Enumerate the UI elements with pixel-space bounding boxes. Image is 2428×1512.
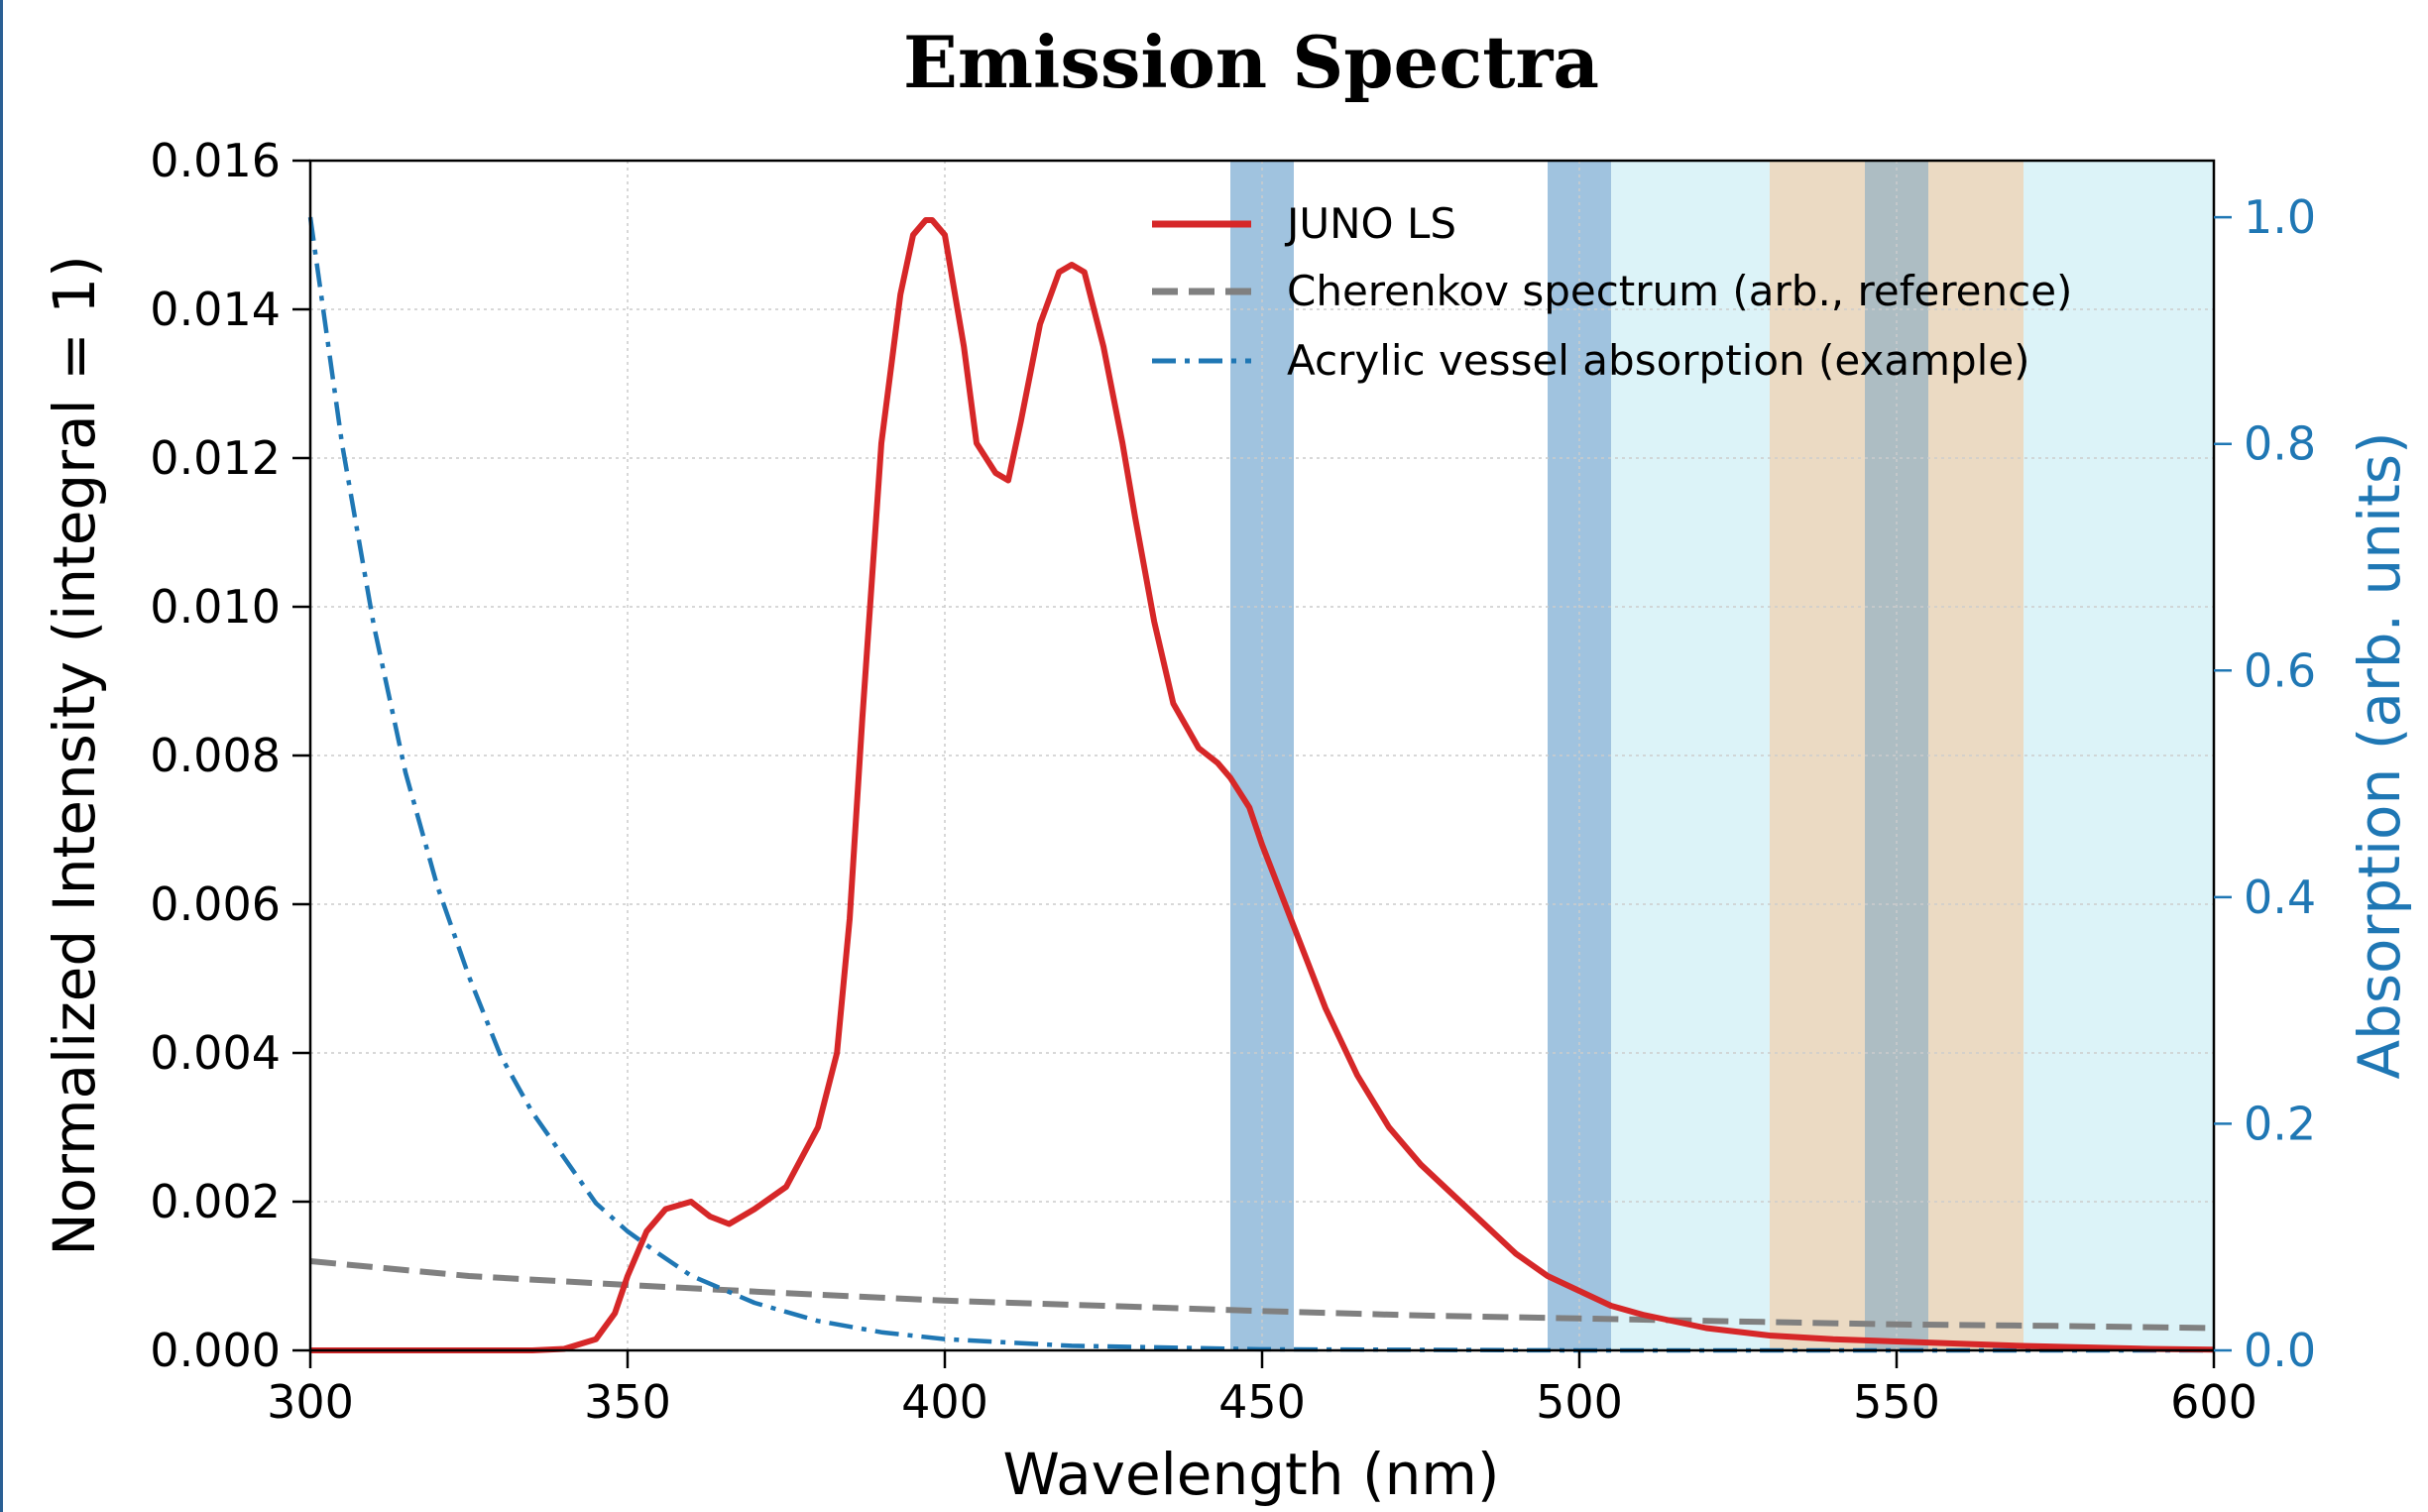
y-tick-label: 0.002	[150, 1175, 281, 1228]
shaded-band-1	[1548, 161, 1611, 1350]
y-right-tick-label: 0.0	[2244, 1324, 2316, 1377]
x-tick-label: 600	[2170, 1375, 2257, 1429]
y-right-tick-label: 0.6	[2244, 643, 2316, 697]
y-tick-label: 0.010	[150, 580, 281, 634]
x-tick-label: 500	[1536, 1375, 1623, 1429]
legend-label-cherenkov: Cherenkov spectrum (arb., reference)	[1287, 267, 2072, 315]
y-tick-label: 0.004	[150, 1026, 281, 1080]
y-tick-label: 0.014	[150, 283, 281, 336]
y-right-tick-label: 0.2	[2244, 1097, 2316, 1150]
y-right-axis-label: Absorption (arb. units)	[2346, 431, 2413, 1079]
x-axis-label: Wavelength (nm)	[1002, 1441, 1499, 1508]
x-tick-label: 400	[901, 1375, 988, 1429]
legend-label-acrylic: Acrylic vessel absorption (example)	[1287, 336, 2030, 385]
y-axis-label: Normalized Intensity (integral = 1)	[41, 255, 108, 1255]
y-tick-label: 0.012	[150, 431, 281, 485]
x-tick-label: 450	[1218, 1375, 1306, 1429]
x-tick-label: 300	[267, 1375, 354, 1429]
shaded-band-4	[1865, 161, 1928, 1350]
data-series	[307, 216, 2215, 1353]
x-tick-label: 550	[1853, 1375, 1940, 1429]
shaded-bands	[1230, 161, 2214, 1350]
legend: JUNO LS Cherenkov spectrum (arb., refere…	[1152, 199, 2072, 385]
series-line-juno-ls	[310, 217, 2215, 1353]
chart-title: Emission Spectra	[903, 20, 1599, 104]
y-tick-label: 0.016	[150, 134, 281, 187]
x-tick-label: 350	[584, 1375, 671, 1429]
y-tick-label: 0.000	[150, 1324, 281, 1377]
y-tick-label: 0.006	[150, 877, 281, 931]
axes: 300 350 400 450 500 550 6000.0000.0020.0040.00…	[150, 134, 2316, 1429]
y-right-tick-label: 0.8	[2244, 417, 2316, 471]
left-frame-border	[0, 0, 3, 1512]
series-line-acrylic-absorption	[307, 216, 2214, 1353]
y-tick-label: 0.008	[150, 729, 281, 782]
y-right-tick-label: 0.4	[2244, 871, 2316, 924]
y-right-tick-label: 1.0	[2244, 190, 2316, 244]
legend-label-juno: JUNO LS	[1284, 199, 1456, 248]
